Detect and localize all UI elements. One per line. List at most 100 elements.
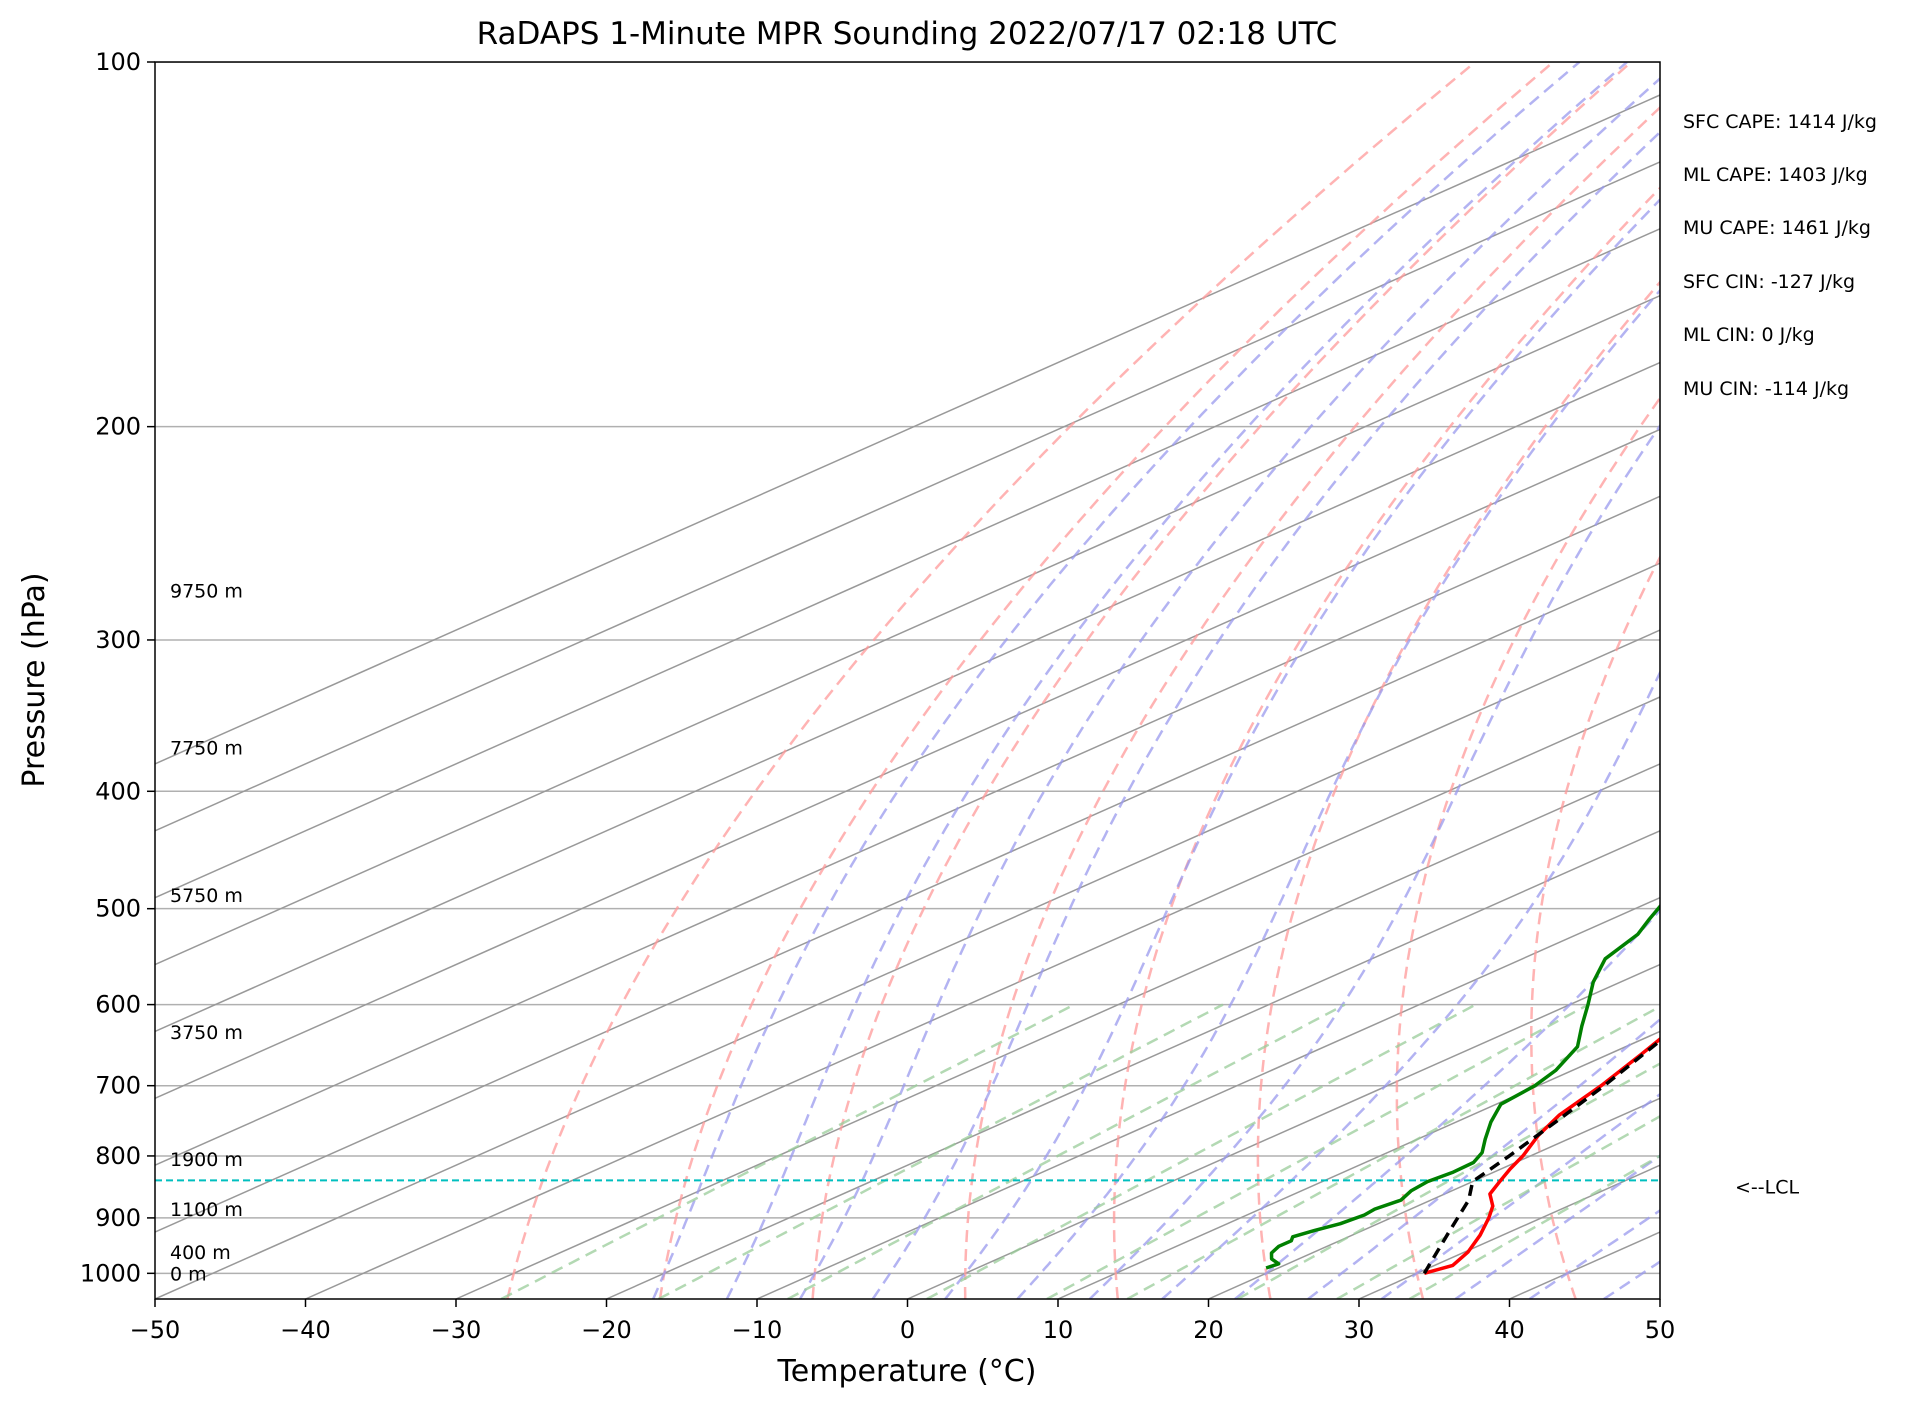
x-tick-label: −50	[130, 1316, 181, 1344]
mixing-ratio-line	[1237, 1062, 1660, 1299]
moist-adiabat-line	[871, 130, 1660, 1299]
isotherm-line	[155, 94, 1660, 765]
x-tick-label: −20	[581, 1316, 632, 1344]
height-label: 5750 m	[170, 885, 243, 907]
isotherm-line	[1811, 62, 1925, 1299]
x-tick-label: −30	[431, 1316, 482, 1344]
moist-adiabat-line	[798, 76, 1660, 1299]
moist-adiabats	[652, 62, 1660, 1299]
dry-adiabat-line	[1788, 62, 1925, 1299]
y-axis-label: Pressure (hPa)	[17, 572, 52, 787]
mixing-ratio-line	[926, 1003, 1477, 1299]
isotherm-line	[155, 562, 1660, 1233]
y-tick-label: 800	[95, 1142, 141, 1170]
isotherm-line	[155, 227, 1660, 899]
isotherm-line	[155, 629, 1660, 1299]
x-axis-ticks: −50 −40 −30 −20 −10 0 10 20 30 40 50	[130, 1299, 1676, 1344]
x-tick-label: −10	[732, 1316, 783, 1344]
temperature-profile	[1423, 1036, 1660, 1275]
x-axis-label: Temperature (°C)	[777, 1354, 1037, 1389]
isotherm-line	[1057, 1030, 1660, 1299]
dry-adiabat-line	[1256, 280, 1660, 1299]
isotherm-line	[1659, 1298, 1660, 1299]
stat-mu-cape: MU CAPE: 1461 J/kg	[1683, 217, 1871, 239]
height-label: 7750 m	[170, 737, 243, 759]
isotherm-line	[155, 495, 1660, 1167]
dry-adiabat-line	[1112, 186, 1660, 1299]
dry-adiabat-line	[658, 62, 1555, 1299]
x-tick-label: −40	[280, 1316, 331, 1344]
isotherm-line	[155, 161, 1660, 832]
moist-adiabat-line	[1454, 1154, 1660, 1299]
isotherm-line	[305, 696, 1660, 1299]
height-label: 3750 m	[170, 1022, 243, 1044]
isotherm-line	[1358, 1164, 1660, 1299]
y-tick-label: 700	[95, 1072, 141, 1100]
moist-adiabat-line	[1307, 1017, 1660, 1299]
isotherm-line	[455, 763, 1660, 1299]
height-label: 1100 m	[170, 1199, 243, 1221]
x-tick-label: 30	[1344, 1316, 1375, 1344]
moist-adiabat-line	[725, 62, 1628, 1299]
height-label: 9750 m	[170, 580, 243, 602]
stat-ml-cin: ML CIN: 0 J/kg	[1683, 324, 1815, 346]
dry-adiabat-line	[1910, 62, 1925, 1299]
isotherm-line	[155, 428, 1660, 1100]
y-tick-label: 1000	[80, 1259, 141, 1287]
moist-adiabat-line	[1088, 423, 1660, 1299]
dry-adiabats	[506, 62, 1925, 1299]
stat-sfc-cin: SFC CIN: -127 J/kg	[1683, 271, 1855, 293]
y-tick-label: 900	[95, 1204, 141, 1232]
moist-adiabat-line	[1603, 1260, 1660, 1299]
moist-adiabat-line	[1234, 908, 1660, 1299]
isotherms	[155, 62, 1925, 1299]
parcel-profile	[1422, 1038, 1660, 1275]
mixing-ratio-line	[657, 1003, 1224, 1299]
moist-adiabat-line	[1016, 288, 1660, 1299]
chart-title: RaDAPS 1-Minute MPR Sounding 2022/07/17 …	[477, 16, 1338, 52]
moist-adiabat-line	[1161, 669, 1660, 1299]
mixing-ratio-line	[500, 1003, 1075, 1299]
dry-adiabat-line	[811, 62, 1633, 1299]
mixing-ratio-line	[1408, 1154, 1660, 1299]
mixing-ratio-line	[787, 1003, 1346, 1299]
x-tick-label: 50	[1645, 1316, 1676, 1344]
isotherm-line	[907, 963, 1660, 1299]
x-tick-label: 0	[900, 1316, 915, 1344]
stat-mu-cin: MU CIN: -114 J/kg	[1683, 378, 1849, 400]
dry-adiabat-line	[1662, 62, 1925, 1299]
y-tick-label: 100	[95, 48, 141, 76]
isotherm-line	[606, 829, 1660, 1299]
x-tick-label: 20	[1193, 1316, 1224, 1344]
dry-adiabat-line	[506, 62, 1477, 1299]
isotherm-line	[155, 294, 1660, 966]
y-tick-label: 300	[95, 626, 141, 654]
mixing-ratio-lines	[500, 1003, 1660, 1299]
x-tick-label: 10	[1043, 1316, 1074, 1344]
mixing-ratio-line	[1046, 1003, 1589, 1299]
moist-adiabat-line	[652, 62, 1581, 1299]
stats-annotations: SFC CAPE: 1414 J/kg ML CAPE: 1403 J/kg M…	[1683, 111, 1877, 400]
plot-area	[155, 62, 1925, 1299]
lcl-label: <--LCL	[1735, 1176, 1799, 1198]
y-axis-ticks: 100 200 300 400 500 600 700 800 900 1000	[80, 48, 155, 1287]
height-label: 1900 m	[170, 1149, 243, 1171]
stat-ml-cape: ML CAPE: 1403 J/kg	[1683, 164, 1868, 186]
pressure-grid	[155, 62, 1660, 1275]
profile-series	[1265, 903, 1660, 1275]
dewpoint-profile	[1265, 903, 1660, 1270]
isotherm-line	[756, 896, 1660, 1299]
mixing-ratio-line	[1336, 1114, 1660, 1299]
height-label: 400 m	[170, 1242, 231, 1264]
moist-adiabat-line	[944, 197, 1660, 1299]
y-tick-label: 600	[95, 991, 141, 1019]
plot-frame	[154, 61, 1661, 1300]
y-tick-label: 200	[95, 413, 141, 441]
mixing-ratio-line	[1126, 1005, 1660, 1299]
isotherm-line	[155, 361, 1660, 1033]
x-tick-label: 40	[1494, 1316, 1525, 1344]
dry-adiabat-line	[1530, 554, 1660, 1299]
moist-adiabat-line	[1528, 1208, 1660, 1299]
